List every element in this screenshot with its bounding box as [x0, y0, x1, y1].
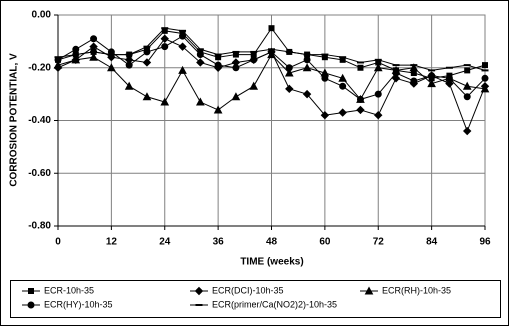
marker [463, 126, 472, 136]
marker [143, 48, 151, 56]
marker [364, 286, 374, 295]
marker [321, 74, 329, 82]
marker [302, 89, 312, 99]
marker [268, 25, 275, 32]
y-tick-label: -0.60 [28, 168, 51, 179]
legend-label: ECR(primer/Ca(NO2)2)-10h-35 [212, 299, 337, 309]
marker [339, 82, 347, 90]
marker [178, 65, 187, 74]
marker [195, 97, 205, 106]
marker [374, 90, 382, 98]
marker [410, 70, 417, 77]
y-axis-label: CORROSION POTENTIAL, V [9, 53, 20, 187]
marker [231, 92, 241, 101]
marker [374, 111, 383, 120]
marker [214, 61, 222, 69]
marker [196, 51, 204, 59]
x-tick-label: 24 [159, 237, 171, 248]
marker [160, 34, 169, 43]
y-tick-label: -0.20 [28, 62, 51, 73]
marker [232, 64, 240, 72]
marker [71, 55, 81, 64]
x-tick-label: 12 [106, 237, 118, 248]
marker [178, 42, 187, 51]
x-tick-label: 0 [55, 237, 61, 248]
marker [481, 74, 489, 82]
x-tick-label: 36 [213, 237, 225, 248]
marker [480, 84, 490, 93]
marker [356, 95, 364, 103]
marker [427, 79, 436, 88]
marker [27, 301, 35, 309]
marker [482, 62, 488, 69]
marker [142, 58, 152, 67]
x-tick-label: 72 [373, 237, 385, 248]
marker [142, 92, 152, 101]
marker [196, 58, 205, 67]
marker [124, 81, 134, 90]
marker [213, 105, 223, 114]
marker [28, 288, 34, 294]
marker [445, 74, 453, 82]
x-tick-label: 84 [426, 237, 438, 248]
marker [160, 97, 170, 106]
marker [320, 111, 330, 120]
marker [463, 93, 471, 101]
marker [338, 73, 348, 82]
marker [285, 64, 293, 72]
x-axis-label: TIME (weeks) [240, 257, 303, 268]
legend-label: ECR(HY)-10h-35 [44, 299, 113, 309]
legend-label: ECR-10h-35 [44, 285, 94, 295]
marker [72, 45, 80, 53]
legend-label: ECR(RH)-10h-35 [382, 285, 451, 295]
marker [90, 35, 98, 43]
marker [409, 63, 419, 72]
marker [410, 77, 418, 85]
y-tick-label: -0.40 [28, 115, 51, 126]
marker [53, 60, 63, 69]
marker [373, 63, 383, 72]
legend: ECR-10h-35 ECR(DCI)-10h-35 ECR(RH)-10h-35 E… [22, 285, 451, 309]
marker [89, 42, 98, 51]
marker [445, 79, 454, 88]
marker [357, 64, 364, 71]
x-tick-label: 48 [266, 237, 278, 248]
marker [249, 81, 259, 90]
marker [194, 286, 204, 296]
y-tick-label: -0.80 [28, 221, 51, 232]
marker [303, 56, 311, 64]
marker [391, 74, 401, 83]
marker [161, 43, 169, 51]
marker [125, 61, 133, 69]
marker [285, 84, 294, 94]
marker [89, 52, 98, 61]
marker [392, 69, 400, 77]
marker [302, 63, 312, 72]
legend-label: ECR(DCI)-10h-35 [212, 285, 284, 295]
marker [284, 68, 294, 77]
marker [107, 63, 116, 72]
marker [250, 56, 258, 64]
marker [356, 105, 365, 115]
legend-box [10, 280, 501, 318]
marker [462, 81, 472, 90]
marker [179, 32, 187, 40]
marker [428, 72, 436, 80]
y-tick-label: 0.00 [32, 10, 52, 21]
marker [464, 67, 471, 74]
x-tick-label: 96 [479, 237, 491, 248]
marker [338, 108, 347, 117]
x-tick-label: 60 [319, 237, 331, 248]
